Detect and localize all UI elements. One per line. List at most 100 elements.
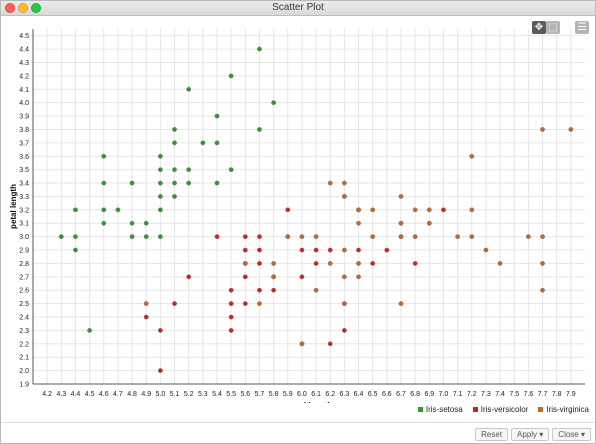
y-tick-label: 2.6 [19, 288, 29, 295]
data-point [356, 261, 361, 266]
data-point [398, 220, 404, 226]
maximize-window-button[interactable] [31, 3, 41, 13]
x-tick-label: 5.7 [255, 391, 265, 398]
data-point [313, 234, 319, 240]
x-tick-label: 4.6 [99, 391, 109, 398]
x-tick-label: 6.3 [340, 391, 350, 398]
y-tick-label: 3.2 [19, 207, 29, 214]
y-tick-label: 2.1 [19, 355, 29, 362]
data-point [341, 328, 347, 333]
data-point [143, 301, 149, 307]
data-point [172, 140, 177, 146]
y-tick-label: 2.5 [19, 301, 29, 308]
data-point [257, 127, 262, 132]
legend-item[interactable]: Iris-versicolor [472, 405, 528, 414]
data-point [497, 261, 503, 266]
data-point [257, 46, 262, 52]
data-point [242, 274, 248, 280]
data-point [483, 247, 489, 253]
button-bar: Reset Apply ▾ Close ▾ [475, 428, 591, 441]
data-point [143, 220, 149, 226]
data-point [426, 207, 432, 213]
y-tick-label: 4.1 [19, 87, 29, 94]
scatter-plot[interactable]: 4.2 4.3 4.4 4.5 4.6 4.7 4.8 4.9 5.0 5.1 5.2 5.3 5.4 5… [1, 15, 595, 403]
data-point [327, 341, 333, 347]
data-point [228, 328, 234, 333]
y-tick-label: 1.9 [19, 382, 29, 389]
x-tick-label: 7.2 [467, 391, 477, 398]
x-tick-label: 5.1 [170, 391, 180, 398]
x-tick-label: 4.2 [42, 391, 52, 398]
close-window-button[interactable] [5, 3, 15, 13]
data-point [412, 234, 418, 240]
y-axis-label: petal length [9, 184, 18, 229]
minimize-window-button[interactable] [18, 3, 28, 13]
close-button[interactable]: Close ▾ [552, 428, 591, 441]
data-point [257, 287, 262, 293]
x-tick-label: 5.9 [283, 391, 293, 398]
data-point [115, 207, 121, 213]
y-tick-label: 4.0 [19, 100, 29, 107]
divider [1, 422, 595, 423]
apply-button[interactable]: Apply ▾ [511, 428, 550, 441]
data-point [540, 287, 545, 293]
data-point [228, 73, 234, 79]
y-tick-label: 2.3 [19, 328, 29, 335]
y-tick-label: 2.8 [19, 261, 29, 268]
x-tick-label: 7.9 [566, 391, 576, 398]
data-point [341, 301, 347, 307]
data-point [299, 341, 305, 347]
data-point [299, 274, 305, 280]
data-point [285, 234, 291, 240]
reset-button[interactable]: Reset [475, 428, 509, 441]
data-point [285, 207, 291, 213]
data-point [200, 140, 206, 146]
data-point [370, 234, 376, 240]
data-point [257, 261, 262, 266]
data-point [271, 261, 277, 266]
data-point [370, 261, 376, 266]
x-tick-label: 5.5 [226, 391, 236, 398]
hamburger-menu-icon[interactable]: ☰ [575, 21, 589, 34]
move-icon[interactable]: ✥ [532, 21, 546, 34]
data-point [129, 234, 135, 240]
data-point [384, 247, 390, 253]
data-point [299, 234, 305, 240]
legend-item[interactable]: Iris-setosa [417, 405, 463, 414]
x-tick-label: 5.2 [184, 391, 194, 398]
x-tick-label: 7.3 [481, 391, 491, 398]
data-point [186, 167, 192, 173]
data-point [412, 207, 418, 213]
x-tick-label: 7.6 [524, 391, 534, 398]
legend: Iris-setosa Iris-versicolor Iris-virginica [417, 405, 589, 414]
data-point [101, 153, 107, 159]
data-point [73, 247, 78, 253]
y-tick-label: 3.9 [19, 114, 29, 121]
y-tick-label: 2.0 [19, 368, 29, 375]
legend-label: Iris-virginica [546, 405, 589, 414]
x-tick-label: 7.8 [552, 391, 562, 398]
data-point [157, 153, 163, 159]
data-point [327, 180, 333, 186]
data-point [242, 301, 248, 307]
data-point [157, 194, 163, 199]
data-point [73, 207, 78, 213]
data-point [327, 261, 333, 266]
x-tick-label: 7.7 [538, 391, 548, 398]
data-point [172, 180, 177, 186]
data-point [370, 207, 376, 213]
data-point [540, 127, 545, 132]
y-tick-label: 4.3 [19, 60, 29, 67]
x-tick-label: 7.1 [453, 391, 463, 398]
data-point [271, 100, 277, 106]
data-point [73, 234, 78, 240]
data-point [257, 247, 262, 253]
y-tick-label: 3.1 [19, 221, 29, 228]
data-point [186, 180, 192, 186]
data-point [157, 167, 163, 173]
legend-item[interactable]: Iris-virginica [538, 405, 589, 414]
data-point [186, 274, 192, 280]
data-point [228, 301, 234, 307]
zoom-box-icon[interactable]: ⬚ [546, 21, 560, 34]
data-point [568, 127, 574, 132]
